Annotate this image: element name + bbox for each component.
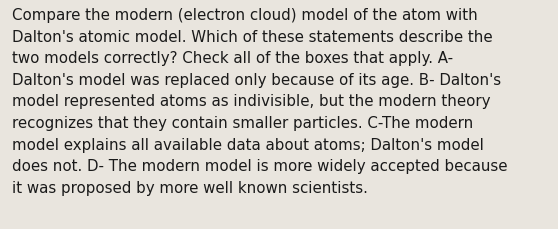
Text: Compare the modern (electron cloud) model of the atom with
Dalton's atomic model: Compare the modern (electron cloud) mode… bbox=[12, 8, 508, 195]
